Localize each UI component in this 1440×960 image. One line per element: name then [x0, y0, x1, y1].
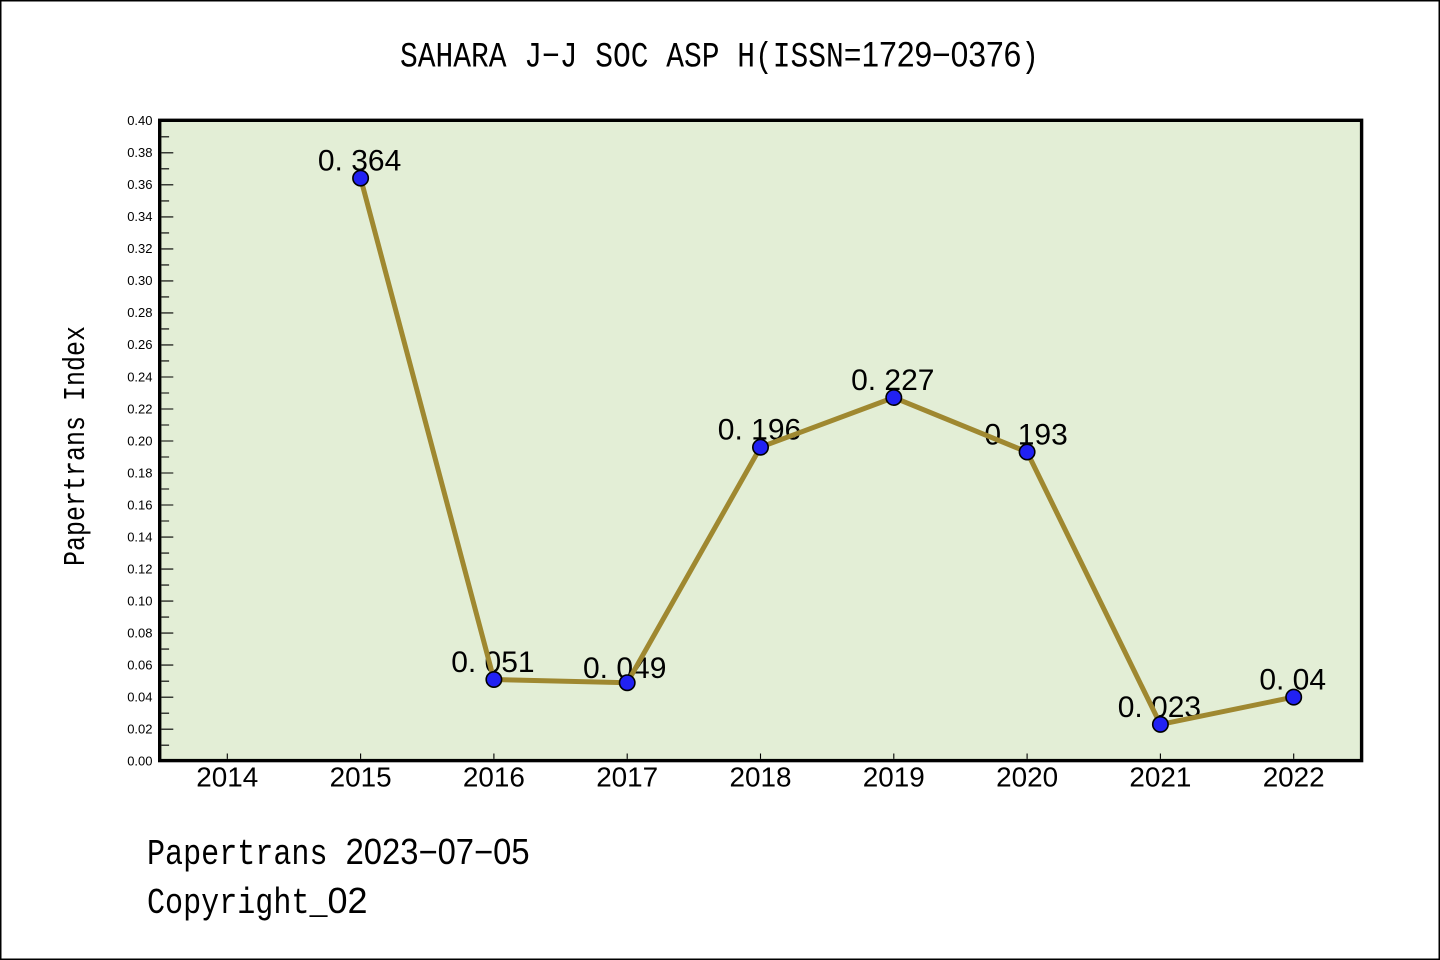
svg-text:0.30: 0.30	[127, 273, 152, 288]
svg-text:0.20: 0.20	[127, 433, 152, 448]
svg-text:0.24: 0.24	[127, 369, 152, 384]
svg-text:0.02: 0.02	[127, 722, 152, 737]
svg-text:2014: 2014	[196, 761, 258, 792]
svg-text:Papertrans: Papertrans	[147, 834, 328, 875]
svg-text:0.18: 0.18	[127, 465, 152, 480]
svg-text:0.22: 0.22	[127, 401, 152, 416]
svg-text:): )	[1021, 38, 1039, 78]
svg-text:0.34: 0.34	[127, 209, 152, 224]
svg-text:Copyright_: Copyright_	[147, 883, 328, 924]
svg-text:0.36: 0.36	[127, 177, 152, 192]
svg-text:0.32: 0.32	[127, 241, 152, 256]
svg-text:2018: 2018	[730, 761, 792, 792]
svg-text:2020: 2020	[996, 761, 1058, 792]
svg-text:2015: 2015	[330, 761, 392, 792]
svg-text:1729−0376: 1729−0376	[862, 36, 1022, 75]
svg-text:2016: 2016	[463, 761, 525, 792]
svg-text:0.14: 0.14	[127, 529, 152, 544]
svg-text:2023−07−05: 2023−07−05	[346, 831, 530, 872]
svg-text:0.40: 0.40	[127, 113, 152, 128]
svg-text:0.10: 0.10	[127, 593, 152, 608]
svg-text:Papertrans Index: Papertrans Index	[59, 326, 94, 566]
svg-text:0.26: 0.26	[127, 337, 152, 352]
svg-text:0.06: 0.06	[127, 657, 152, 672]
svg-text:2022: 2022	[1263, 761, 1325, 792]
svg-text:2017: 2017	[596, 761, 658, 792]
svg-text:0.08: 0.08	[127, 625, 152, 640]
svg-text:2021: 2021	[1129, 761, 1191, 792]
svg-text:02: 02	[328, 880, 368, 921]
svg-text:0.12: 0.12	[127, 561, 152, 576]
svg-text:0.04: 0.04	[127, 690, 152, 705]
svg-text:SAHARA J−J SOC ASP H(ISSN=: SAHARA J−J SOC ASP H(ISSN=	[400, 38, 862, 78]
svg-text:0.38: 0.38	[127, 145, 152, 160]
svg-text:0.00: 0.00	[127, 754, 152, 769]
svg-text:0.28: 0.28	[127, 305, 152, 320]
svg-text:0.16: 0.16	[127, 497, 152, 512]
svg-text:2019: 2019	[863, 761, 925, 792]
